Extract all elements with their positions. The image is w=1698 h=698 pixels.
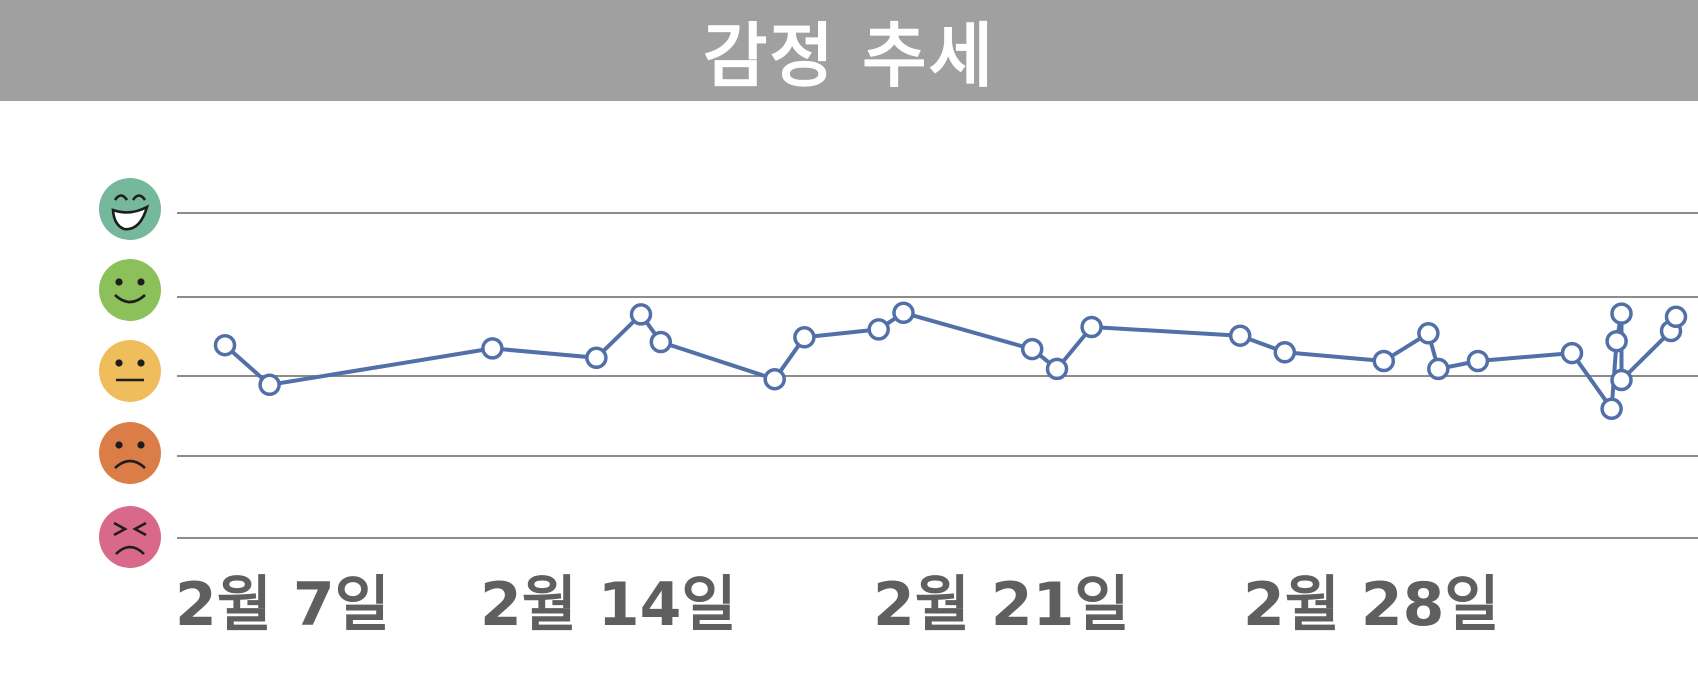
eye-left: [115, 278, 123, 286]
x-tick-label-3: 2월 28일: [1243, 570, 1500, 640]
eye-right: [137, 441, 145, 449]
smiling-face-icon: [99, 259, 161, 321]
data-point-14: [1273, 341, 1297, 364]
data-point-21: [1605, 329, 1628, 353]
data-point-12: [1080, 315, 1103, 339]
sad-face-face-bg: [99, 422, 161, 484]
data-point-1: [258, 373, 281, 397]
data-point-15: [1372, 349, 1396, 373]
x-tick-label-2: 2월 21일: [873, 570, 1130, 640]
data-point-4: [629, 303, 653, 326]
data-point-9: [892, 301, 915, 325]
data-point-20: [1600, 397, 1623, 421]
mouth: [114, 459, 146, 469]
data-point-17: [1427, 357, 1450, 381]
data-point-16: [1417, 322, 1440, 345]
eye-right: [131, 194, 147, 201]
data-point-8: [867, 318, 890, 341]
data-point-6: [763, 367, 786, 391]
mouth: [115, 545, 145, 555]
data-point-5: [649, 330, 673, 354]
data-point-19: [1560, 341, 1584, 365]
data-point-22: [1610, 302, 1633, 325]
mouth: [111, 204, 150, 231]
smiling-face-face-bg: [99, 259, 161, 321]
eye-left: [113, 194, 129, 201]
eye-left: [115, 441, 123, 449]
data-point-23: [1610, 368, 1633, 392]
sad-face-icon: [99, 422, 161, 484]
neutral-face-icon: [99, 340, 161, 402]
eye-right: [132, 521, 147, 537]
data-point-25: [1664, 305, 1688, 329]
data-point-0: [213, 333, 237, 357]
eye-right: [137, 278, 145, 286]
very-unhappy-face-face-bg: [99, 506, 161, 568]
series-line-0: [223, 310, 1678, 411]
data-point-10: [1020, 337, 1044, 361]
data-point-18: [1466, 349, 1490, 373]
grinning-face-icon: [99, 178, 161, 240]
x-tick-label-1: 2월 14일: [480, 570, 737, 640]
data-point-3: [585, 346, 608, 370]
data-point-11: [1045, 357, 1069, 381]
eye-left: [115, 359, 123, 367]
x-tick-label-0: 2월 7일: [175, 570, 390, 640]
eye-right: [137, 359, 145, 367]
chart-title: 감정 추세: [703, 15, 995, 97]
data-point-7: [793, 326, 816, 349]
chart-header: 감정 추세: [0, 0, 1698, 101]
very-unhappy-face-icon: [99, 506, 161, 568]
neutral-face-face-bg: [99, 340, 161, 402]
grinning-face-face-bg: [99, 178, 161, 240]
eye-left: [113, 521, 128, 537]
data-point-13: [1228, 324, 1252, 347]
data-point-2: [481, 337, 504, 360]
mouth: [114, 294, 146, 304]
